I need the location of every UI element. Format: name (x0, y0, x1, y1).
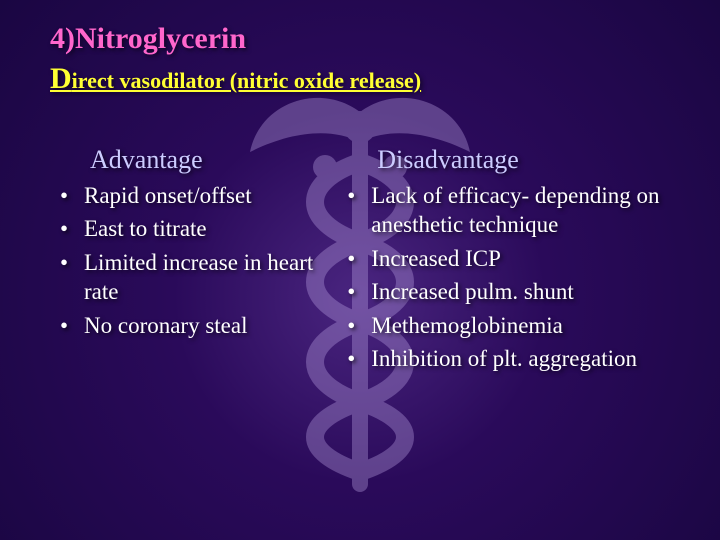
columns: Advantage Rapid onset/offset East to tit… (60, 145, 680, 378)
advantage-list: Rapid onset/offset East to titrate Limit… (60, 181, 337, 340)
list-item: East to titrate (60, 214, 337, 243)
slide-subtitle: Direct vasodilator (nitric oxide release… (50, 62, 421, 96)
title-block: 4)Nitroglycerin Direct vasodilator (nitr… (50, 22, 421, 96)
advantage-heading: Advantage (90, 145, 337, 175)
disadvantage-column: Disadvantage Lack of efficacy- depending… (347, 145, 680, 378)
advantage-column: Advantage Rapid onset/offset East to tit… (60, 145, 337, 378)
disadvantage-heading: Disadvantage (377, 145, 680, 175)
list-item: Lack of efficacy- depending on anestheti… (347, 181, 680, 240)
list-item: Increased pulm. shunt (347, 277, 680, 306)
list-item: Inhibition of plt. aggregation (347, 344, 680, 373)
disadvantage-list: Lack of efficacy- depending on anestheti… (347, 181, 680, 374)
list-item: Limited increase in heart rate (60, 248, 337, 307)
list-item: Increased ICP (347, 244, 680, 273)
list-item: Rapid onset/offset (60, 181, 337, 210)
slide-title: 4)Nitroglycerin (50, 22, 421, 56)
list-item: Methemoglobinemia (347, 311, 680, 340)
list-item: No coronary steal (60, 311, 337, 340)
slide: 4)Nitroglycerin Direct vasodilator (nitr… (0, 0, 720, 540)
